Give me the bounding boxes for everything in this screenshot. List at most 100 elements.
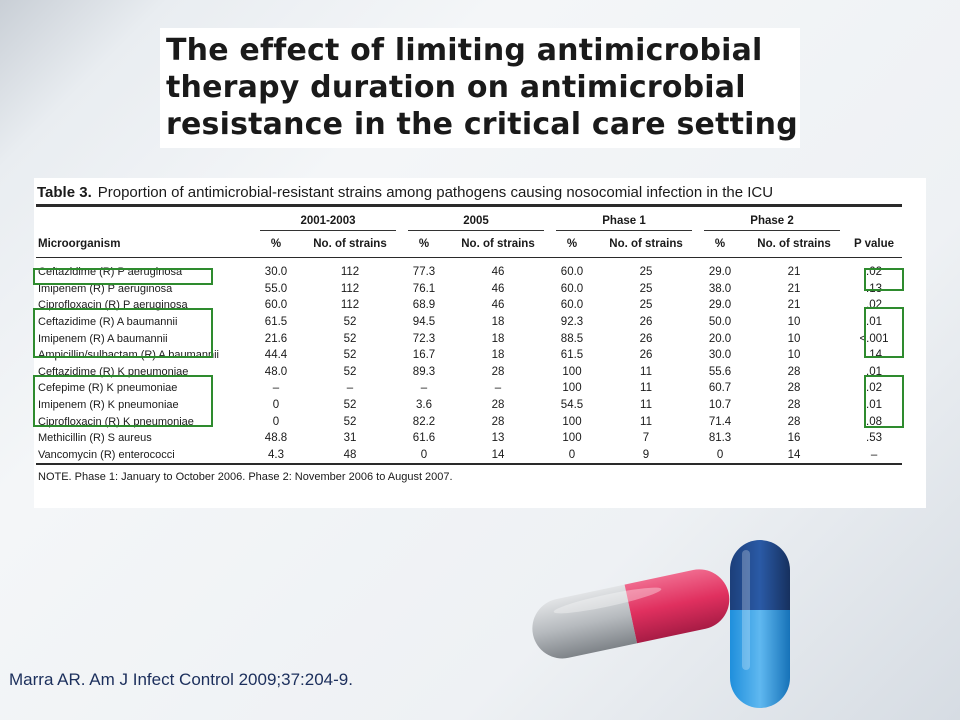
strains-cell: 28 (787, 382, 801, 395)
strains-cell: 26 (639, 349, 653, 362)
strains-cell: 10 (787, 332, 801, 345)
strains-cell: 28 (787, 365, 801, 378)
strains-cell: 112 (340, 299, 360, 312)
percent-cell: 21.6 (264, 332, 288, 345)
column-header: % (402, 231, 446, 258)
organism-cell: Ciprofloxacin (R) K pneumoniae (38, 415, 194, 428)
percent-cell: 72.3 (412, 332, 436, 345)
table-row: Imipenem (R) P aeruginosa 55.0 112 76.1 46 60… (36, 281, 902, 298)
strains-cell: 9 (642, 448, 650, 461)
strains-cell: 46 (491, 266, 505, 279)
pvalue-cell: .01 (866, 316, 883, 329)
percent-cell: 48.0 (264, 365, 288, 378)
column-header: No. of strains (742, 231, 847, 258)
highlight-box-organism (33, 375, 213, 427)
percent-cell: 55.6 (708, 365, 732, 378)
percent-cell: 68.9 (412, 299, 436, 312)
table-note: NOTE. Phase 1: January to October 2006. … (38, 471, 453, 484)
column-header: % (698, 231, 743, 258)
citation: Marra AR. Am J Infect Control 2009;37:20… (9, 670, 353, 689)
strains-cell: 52 (343, 415, 357, 428)
percent-cell: 0 (716, 448, 724, 461)
table-row: Imipenem (R) K pneumoniae 0 52 3.6 28 54.5 11 1… (36, 397, 902, 414)
percent-cell: 16.7 (412, 349, 436, 362)
percent-cell: 60.0 (264, 299, 288, 312)
strains-cell: 14 (491, 448, 505, 461)
title-line-3: resistance in the critical care setting (166, 107, 798, 142)
percent-cell: 30.0 (264, 266, 288, 279)
percent-cell: – (272, 382, 280, 395)
table-row: Vancomycin (R) enterococci 4.3 48 0 14 0 9 0 14 – (36, 447, 902, 465)
column-header: No. of strains (446, 231, 550, 258)
group-header: 2005 (402, 206, 550, 231)
percent-cell: 61.6 (412, 432, 436, 445)
pvalue-cell: .14 (866, 349, 883, 362)
title-line-1: The effect of limiting antimicrobial (166, 33, 763, 68)
organism-cell: Ceftazidime (R) A baumannii (38, 316, 178, 329)
capsule-blue-icon (730, 540, 790, 708)
percent-cell: 3.6 (416, 399, 432, 412)
percent-cell: 0 (272, 399, 280, 412)
percent-cell: 60.0 (560, 299, 584, 312)
strains-cell: 11 (640, 399, 652, 412)
table-row: Cefepime (R) K pneumoniae – – – – 100 11 60.7 28… (36, 380, 902, 397)
percent-cell: 38.0 (708, 282, 732, 295)
strains-cell: 11 (640, 365, 652, 378)
pvalue-cell: .08 (866, 415, 883, 428)
group-header: Phase 2 (698, 206, 846, 231)
highlight-box-pvalue (864, 268, 904, 291)
percent-cell: 54.5 (560, 399, 584, 412)
group-header: 2001-2003 (254, 206, 402, 231)
organism-cell: Ceftazidime (R) K pneumoniae (38, 365, 189, 378)
strains-cell: 31 (343, 432, 357, 445)
strains-cell: 46 (491, 299, 505, 312)
strains-cell: 11 (640, 415, 652, 428)
highlight-box-pvalue (864, 307, 904, 358)
title-line-2: therapy duration on antimicrobial (166, 70, 746, 105)
strains-cell: 25 (639, 266, 653, 279)
organism-cell: Imipenem (R) K pneumoniae (38, 399, 179, 412)
strains-cell: 21 (787, 299, 801, 312)
strains-cell: 112 (340, 282, 360, 295)
table-row: Imipenem (R) A baumannii 21.6 52 72.3 18 88.5… (36, 330, 902, 347)
table-caption: Table 3. Proportion of antimicrobial-resi… (36, 182, 924, 204)
column-header: No. of strains (594, 231, 699, 258)
highlight-box-organism (33, 308, 213, 358)
pvalue-cell: .02 (866, 382, 883, 395)
percent-cell: 100 (562, 415, 582, 428)
strains-cell: 52 (343, 349, 357, 362)
strains-cell: 112 (340, 266, 360, 279)
percent-cell: 100 (562, 365, 582, 378)
column-header: P value (846, 231, 903, 258)
slide-title: The effect of limiting antimicrobial the… (160, 28, 800, 148)
pvalue-cell: .53 (866, 432, 883, 445)
percent-cell: 81.3 (708, 432, 732, 445)
strains-cell: 52 (343, 332, 357, 345)
percent-cell: 50.0 (708, 316, 732, 329)
percent-cell: 60.0 (560, 282, 584, 295)
capsule-pink-icon (532, 569, 730, 659)
percent-cell: 20.0 (708, 332, 732, 345)
strains-cell: 52 (343, 365, 357, 378)
percent-cell: 71.4 (708, 415, 732, 428)
percent-cell: 61.5 (560, 349, 584, 362)
highlight-box-pvalue (864, 375, 904, 428)
percent-cell: 0 (272, 415, 280, 428)
organism-cell: Vancomycin (R) enterococci (38, 448, 175, 461)
percent-cell: 61.5 (264, 316, 288, 329)
strains-cell: – (494, 382, 502, 395)
pvalue-cell: .01 (866, 365, 883, 378)
table-row: Methicillin (R) S aureus 48.8 31 61.6 13 100 7… (36, 430, 902, 447)
column-header: Microorganism (36, 231, 254, 258)
strains-cell: 28 (491, 365, 505, 378)
percent-cell: 0 (568, 448, 576, 461)
percent-cell: 10.7 (708, 399, 732, 412)
strains-cell: 28 (787, 415, 801, 428)
strains-cell: – (346, 382, 354, 395)
strains-cell: 25 (639, 282, 653, 295)
strains-cell: 16 (787, 432, 801, 445)
organism-cell: Ampicillin/sulbactam (R) A baumannii (38, 349, 219, 362)
table-caption-text: Proportion of antimicrobial-resistant st… (97, 184, 774, 201)
table-row: Ceftazidime (R) A baumannii 61.5 52 94.5 18 9… (36, 314, 902, 331)
pvalue-cell: – (870, 448, 878, 461)
